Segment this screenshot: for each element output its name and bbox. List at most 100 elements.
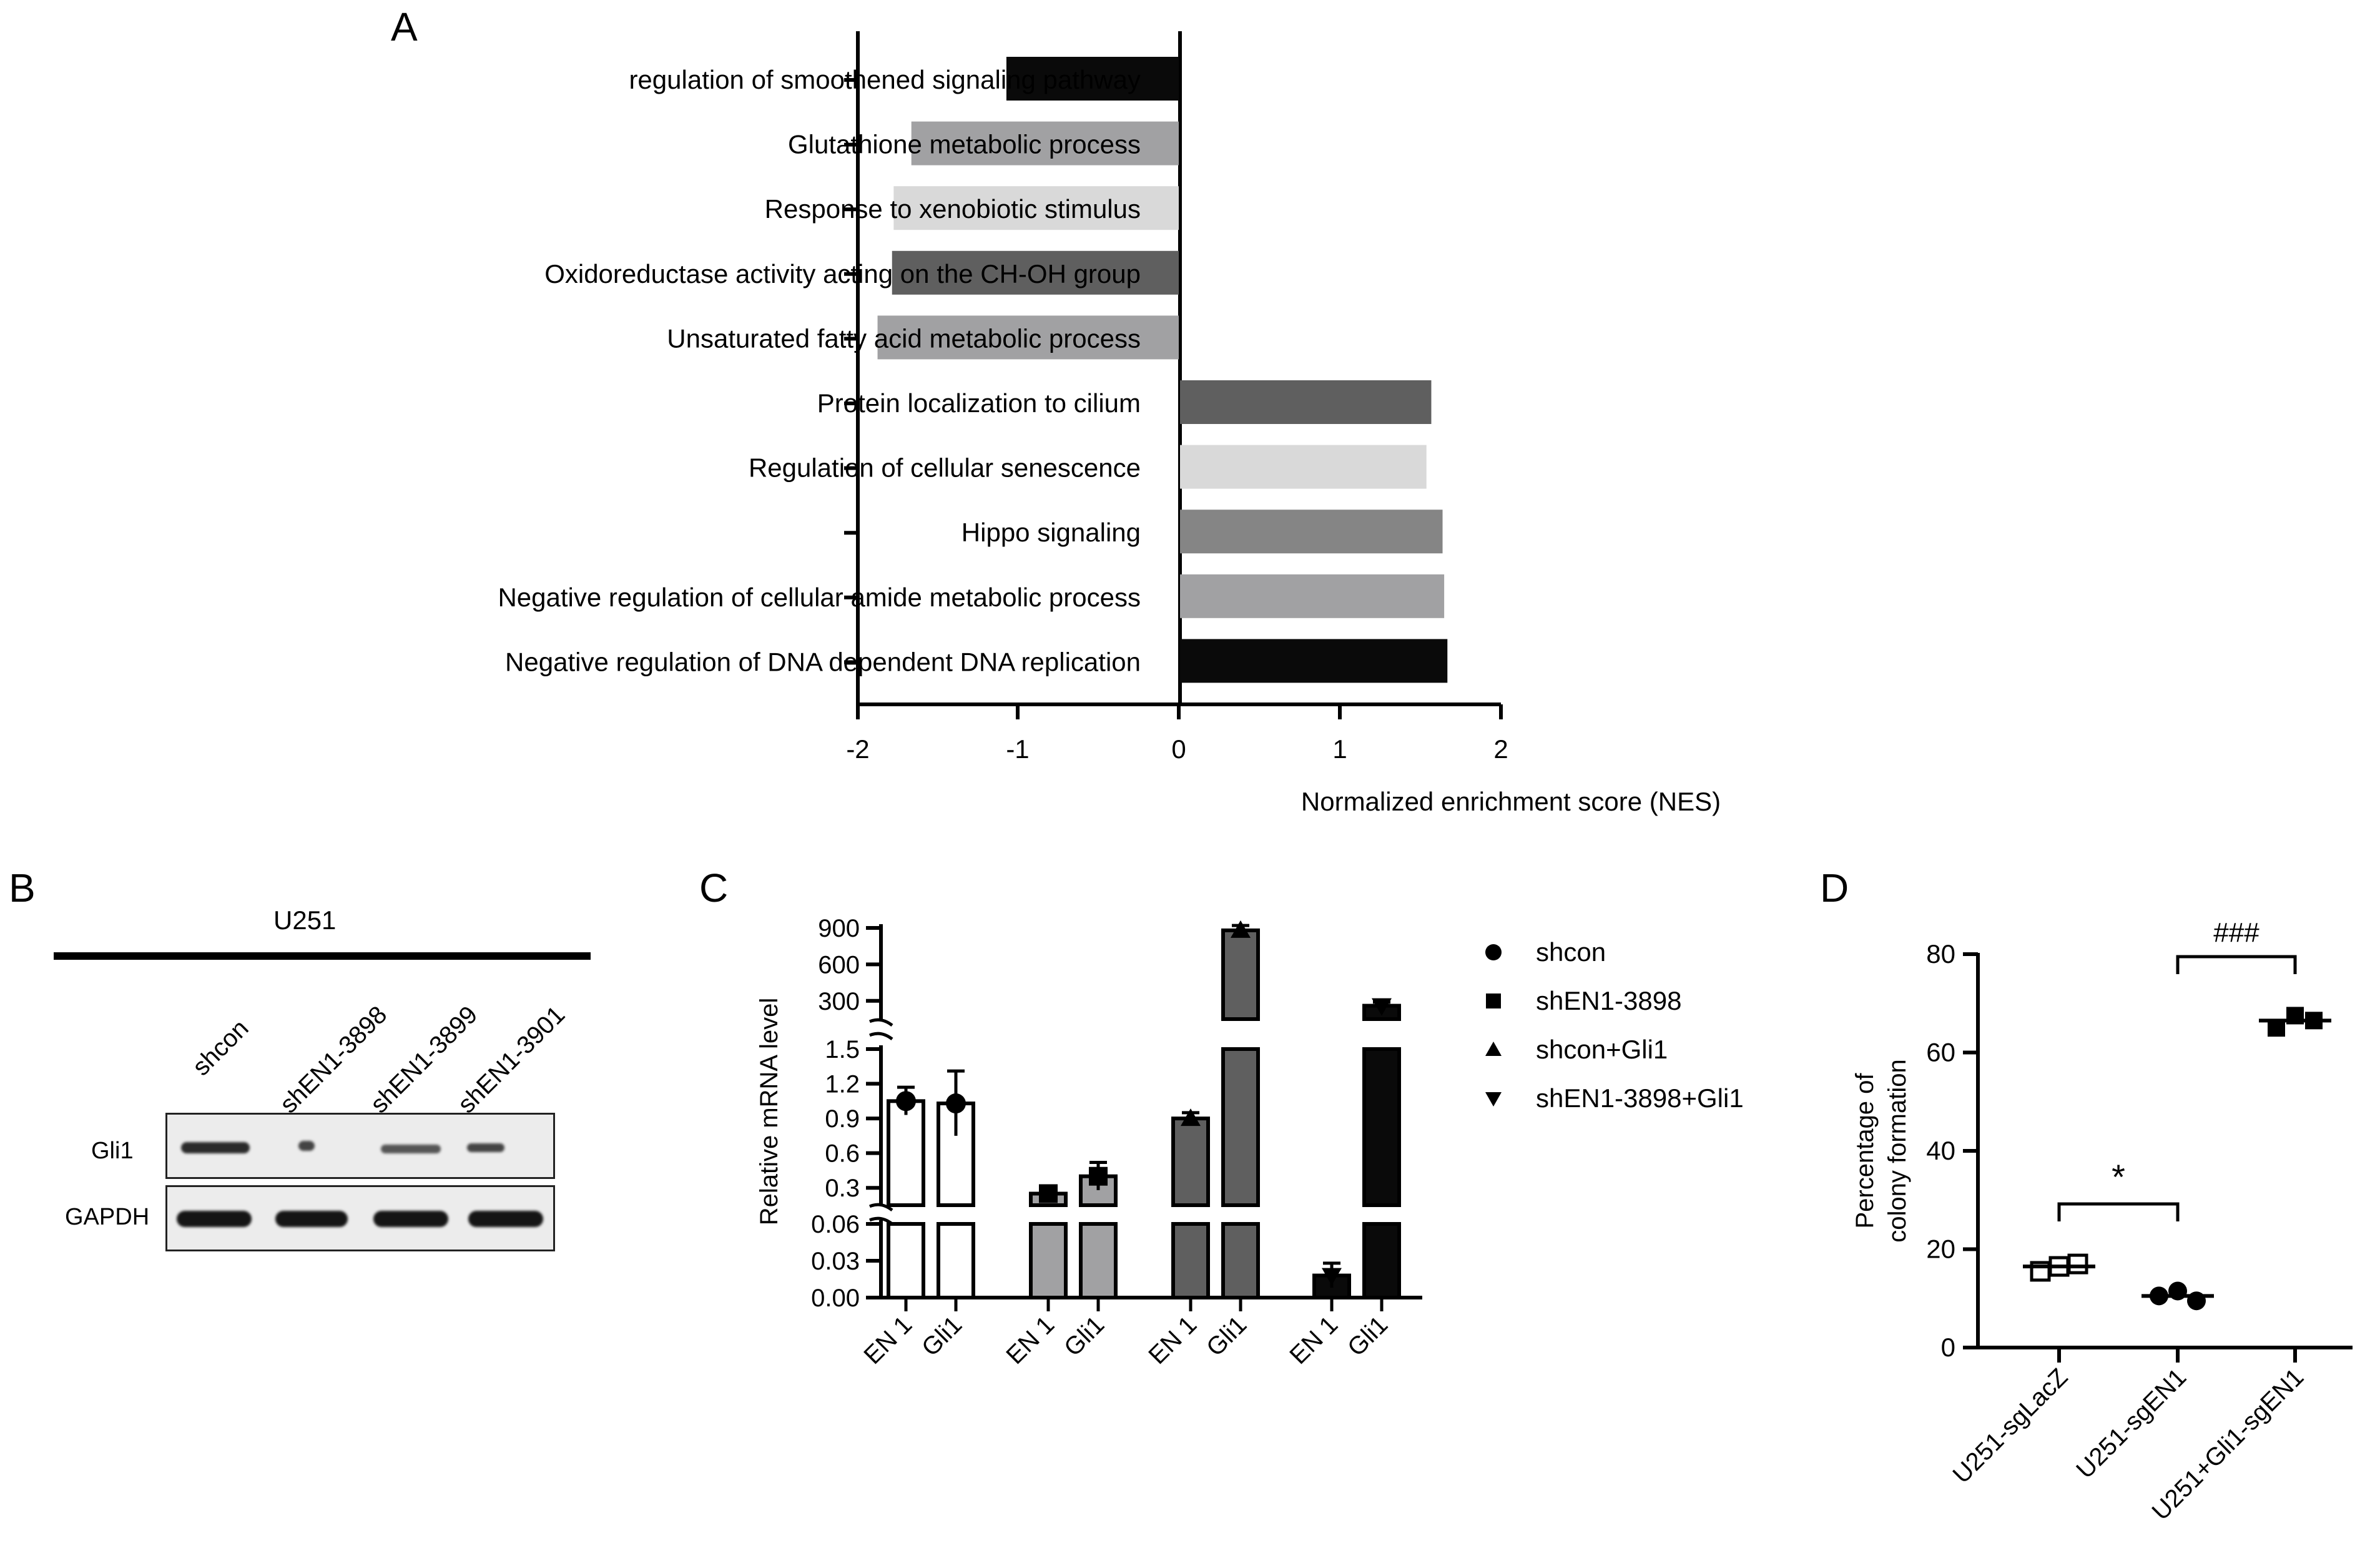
x-tick-label: EN 1 bbox=[858, 1311, 917, 1369]
nes-bar bbox=[1180, 445, 1427, 489]
y-tick-label: 0.3 bbox=[825, 1175, 860, 1202]
legend-label: shcon bbox=[1536, 937, 1606, 967]
y-tick-label: 0.9 bbox=[825, 1105, 860, 1133]
x-tick-label: EN 1 bbox=[1284, 1311, 1343, 1369]
y-tick-label: 1.2 bbox=[825, 1071, 860, 1098]
data-point bbox=[896, 1091, 916, 1112]
y-tick-label: 0.06 bbox=[811, 1211, 860, 1238]
nes-bar bbox=[1180, 639, 1448, 683]
legend-label: shcon+Gli1 bbox=[1536, 1035, 1668, 1064]
nes-bar bbox=[1006, 57, 1179, 101]
significance-label: * bbox=[2112, 1157, 2125, 1196]
y-tick-label: 1.5 bbox=[825, 1036, 860, 1063]
row-label-gapdh: GAPDH bbox=[65, 1204, 150, 1230]
legend-marker bbox=[1485, 944, 1502, 960]
band bbox=[468, 1211, 543, 1227]
x-tick-label: 2 bbox=[1493, 734, 1508, 764]
nes-bar bbox=[1180, 380, 1432, 424]
data-point bbox=[1372, 998, 1392, 1016]
y-tick-label: 600 bbox=[818, 951, 860, 979]
bar-segment bbox=[1171, 1222, 1210, 1299]
x-tick-label: EN 1 bbox=[1001, 1311, 1060, 1369]
x-tick-label: -2 bbox=[846, 734, 869, 764]
band bbox=[381, 1145, 441, 1153]
x-tick-label: U251-sgLacZ bbox=[1947, 1363, 2073, 1489]
panel-label-b: B bbox=[9, 865, 36, 910]
y-axis-title: Percentage of bbox=[1851, 1073, 1879, 1229]
category-label: Negative regulation of cellular amide me… bbox=[498, 583, 1141, 612]
y-tick-label: 20 bbox=[1926, 1235, 1955, 1264]
panel-label-a: A bbox=[391, 4, 418, 49]
y-tick-label: 0 bbox=[1941, 1333, 1955, 1362]
legend-marker bbox=[1486, 993, 1501, 1008]
y-tick-label: 300 bbox=[818, 988, 860, 1015]
nes-bar-chart: regulation of smoothened signaling pathw… bbox=[498, 31, 1721, 816]
data-point bbox=[1322, 1268, 1342, 1286]
category-label: Negative regulation of DNA dependent DNA… bbox=[505, 647, 1141, 676]
axis-break-mark bbox=[868, 1018, 893, 1027]
bar-segment bbox=[887, 1099, 925, 1208]
category-label: Unsaturated fatty acid metabolic process bbox=[667, 323, 1141, 353]
data-point bbox=[2067, 1253, 2088, 1274]
bar-segment bbox=[1079, 1222, 1118, 1299]
x-tick-label: Gli1 bbox=[1342, 1311, 1393, 1361]
category-label: regulation of smoothened signaling pathw… bbox=[629, 65, 1141, 94]
row-label-gli1: Gli1 bbox=[91, 1138, 134, 1164]
legend-label: shEN1-3898+Gli1 bbox=[1536, 1083, 1744, 1113]
nes-bar bbox=[893, 186, 1179, 230]
bar-segment bbox=[1171, 1117, 1210, 1207]
panel-label-c: C bbox=[699, 865, 729, 910]
legend-marker bbox=[1485, 1092, 1502, 1107]
band bbox=[275, 1211, 348, 1227]
panel-label-d: D bbox=[1820, 865, 1849, 910]
x-axis-title: Normalized enrichment score (NES) bbox=[1301, 787, 1721, 816]
y-tick-label: 0.6 bbox=[825, 1140, 860, 1168]
bar-segment bbox=[1029, 1222, 1068, 1299]
bar-segment bbox=[1362, 1047, 1401, 1207]
x-tick-label: Gli1 bbox=[1059, 1311, 1109, 1361]
y-tick-label: 60 bbox=[1926, 1038, 1955, 1067]
bar-segment bbox=[1221, 1222, 1260, 1299]
axis-break-mark bbox=[868, 1032, 893, 1041]
bar-segment bbox=[1362, 1222, 1401, 1299]
mrna-bar-chart: 0.00 0.03 0.06 0.3 0.6 0.9 1.2 1.5 300 600 900 Rela… bbox=[755, 915, 1744, 1369]
band bbox=[177, 1211, 252, 1227]
legend-label: shEN1-3898 bbox=[1536, 986, 1681, 1015]
band bbox=[181, 1142, 250, 1153]
blot-title-bar bbox=[54, 952, 591, 960]
band bbox=[298, 1141, 315, 1151]
axis-break-mark bbox=[868, 1203, 893, 1212]
y-tick-label: 0.03 bbox=[811, 1248, 860, 1275]
bar-segment bbox=[1221, 1047, 1260, 1207]
x-tick-label: EN 1 bbox=[1143, 1311, 1202, 1369]
y-tick-label: 0.00 bbox=[811, 1284, 860, 1312]
significance-bracket bbox=[2057, 1202, 2180, 1221]
band bbox=[467, 1143, 504, 1152]
colony-scatter-chart: 0 20 40 60 80 Percentage of colony formation U2… bbox=[1851, 917, 2353, 1526]
bar-segment bbox=[1221, 928, 1260, 1021]
legend-marker bbox=[1485, 1042, 1502, 1056]
category-label: Hippo signaling bbox=[961, 518, 1141, 547]
x-tick-label: Gli1 bbox=[917, 1311, 967, 1361]
x-tick-label: 1 bbox=[1332, 734, 1347, 764]
y-tick-label: 900 bbox=[818, 915, 860, 942]
data-point bbox=[1089, 1166, 1108, 1186]
x-tick-label: Gli1 bbox=[1201, 1311, 1252, 1361]
category-label: Regulation of cellular senescence bbox=[749, 453, 1141, 483]
blot-strip-gli1 bbox=[165, 1113, 555, 1179]
x-tick-label: U251-sgEN1 bbox=[2071, 1363, 2191, 1484]
lane-label-shcon: shcon bbox=[187, 1014, 254, 1082]
bar-segment bbox=[937, 1222, 975, 1299]
y-axis-title: colony formation bbox=[1884, 1059, 1911, 1242]
significance-label: ### bbox=[2213, 917, 2260, 948]
blot-strip-gapdh bbox=[165, 1185, 555, 1251]
category-label: Glutathione metabolic process bbox=[788, 130, 1141, 159]
blot-title: U251 bbox=[273, 905, 337, 935]
nes-bar bbox=[1180, 510, 1443, 554]
significance-bracket bbox=[2176, 955, 2297, 974]
y-tick-label: 40 bbox=[1926, 1136, 1955, 1165]
y-axis-title: Relative mRNA level bbox=[755, 998, 783, 1226]
western-blot-panel: U251 shcon shEN1-3898 shEN1-3899 shEN1-3… bbox=[0, 0, 624, 1311]
bar-segment bbox=[887, 1222, 925, 1299]
band bbox=[373, 1211, 448, 1227]
